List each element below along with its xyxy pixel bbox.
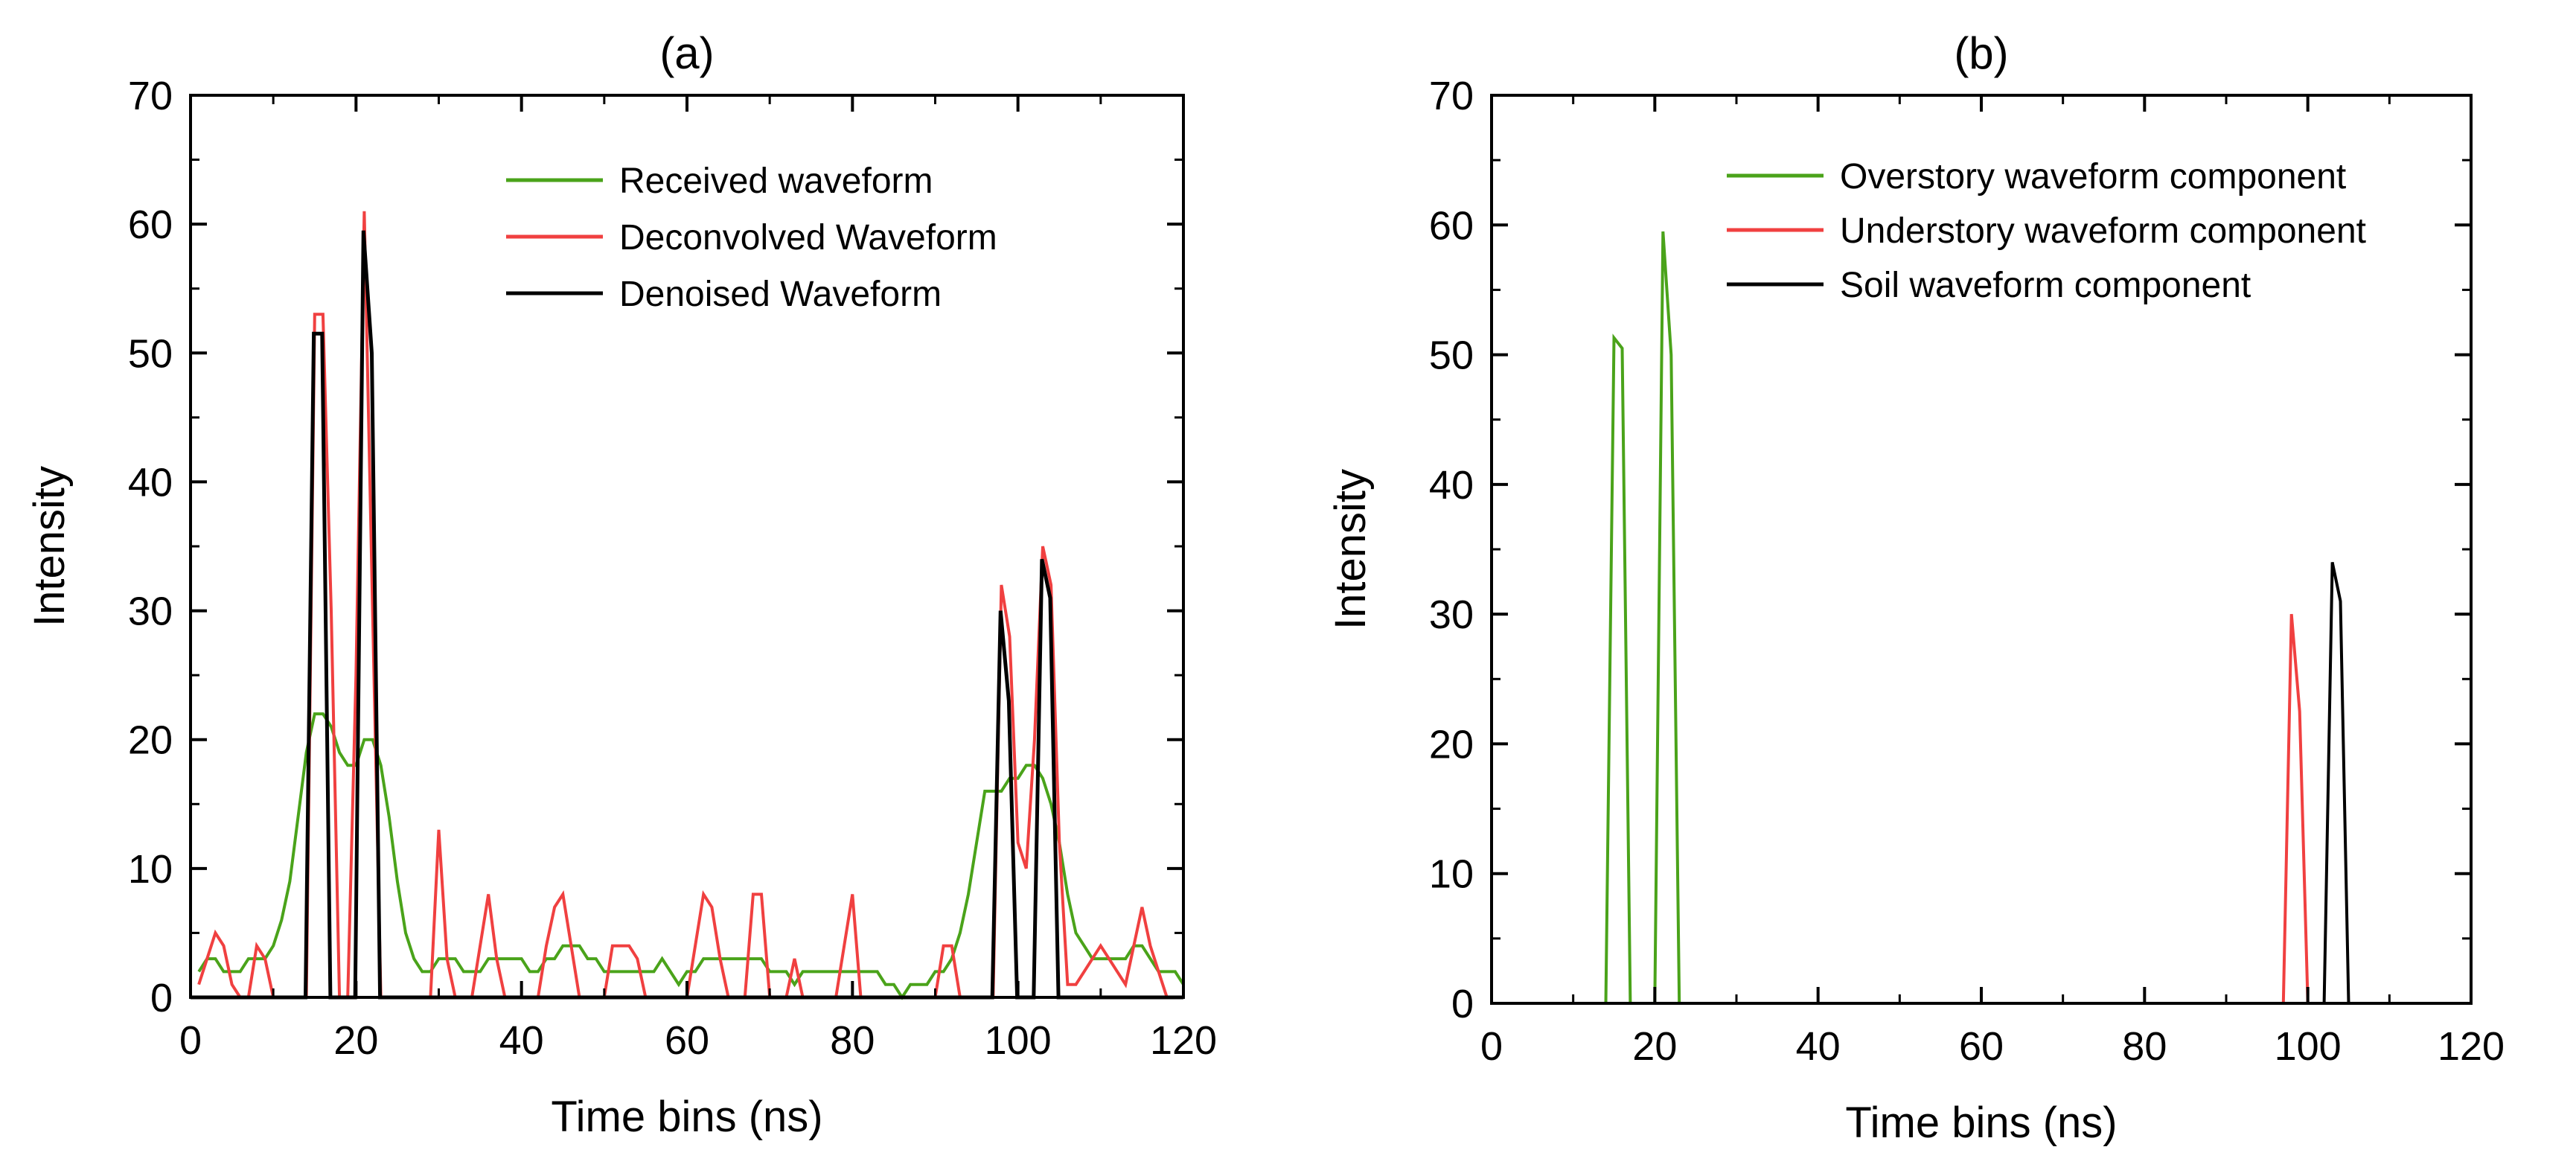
legend-label: Received waveform: [619, 162, 933, 201]
y-tick-label: 40: [1429, 463, 1474, 508]
y-tick-label: 0: [1451, 982, 1474, 1026]
series-line-overstory-waveform-component: [1492, 231, 2129, 1005]
legend-label: Denoised Waveform: [619, 275, 942, 314]
x-tick-label: 40: [1796, 1024, 1841, 1069]
y-tick-label: 70: [128, 74, 173, 118]
legend-label: Deconvolved Waveform: [619, 218, 997, 258]
x-tick-label: 20: [1632, 1024, 1677, 1069]
legend-label: Soil waveform component: [1840, 266, 2251, 305]
y-tick-label: 50: [1429, 333, 1474, 378]
chart-panel-1: 0 20 40 60 80 100 120 0 10 20 30 40 50 60 70 (b) Time bi…: [1326, 28, 2505, 1147]
x-tick-label: 80: [2122, 1024, 2167, 1069]
series-line-understory-waveform-component: [2128, 613, 2316, 1005]
y-tick-label: 0: [150, 976, 173, 1020]
y-tick-label: 60: [128, 202, 173, 247]
y-tick-label: 30: [128, 589, 173, 634]
x-tick-label: 100: [2275, 1024, 2342, 1069]
legend-label: Understory waveform component: [1840, 211, 2366, 251]
panel-title: (a): [659, 28, 714, 78]
y-axis-title: Intensity: [25, 466, 74, 627]
legend-label: Overstory waveform component: [1840, 157, 2346, 196]
x-axis-title: Time bins (ns): [1845, 1099, 2117, 1147]
x-tick-label: 0: [1480, 1024, 1503, 1069]
y-tick-label: 20: [128, 718, 173, 763]
y-axis-title: Intensity: [1326, 469, 1375, 630]
x-tick-label: 40: [499, 1018, 544, 1063]
x-axis-title: Time bins (ns): [551, 1093, 822, 1141]
y-tick-label: 10: [128, 847, 173, 892]
x-tick-label: 100: [985, 1018, 1052, 1063]
y-tick-label: 40: [128, 460, 173, 505]
panel-title: (b): [1954, 28, 2008, 78]
x-tick-label: 20: [333, 1018, 378, 1063]
x-tick-label: 60: [1959, 1024, 2004, 1069]
y-tick-label: 60: [1429, 203, 1474, 248]
y-tick-label: 30: [1429, 592, 1474, 637]
x-tick-label: 0: [179, 1018, 202, 1063]
x-tick-label: 60: [665, 1018, 709, 1063]
y-tick-label: 10: [1429, 852, 1474, 897]
series-line-denoised-waveform: [191, 230, 1183, 1000]
series-line-soil-waveform-component: [2315, 561, 2471, 1005]
chart-panel-0: 0 20 40 60 80 100 120 0 10 20 30 40 50 60 70 (a) Time bi…: [25, 28, 1217, 1141]
y-tick-label: 20: [1429, 722, 1474, 767]
x-tick-label: 120: [1150, 1018, 1217, 1063]
x-tick-label: 120: [2438, 1024, 2505, 1069]
y-tick-label: 50: [128, 331, 173, 376]
x-tick-label: 80: [830, 1018, 875, 1063]
y-tick-label: 70: [1429, 74, 1474, 118]
